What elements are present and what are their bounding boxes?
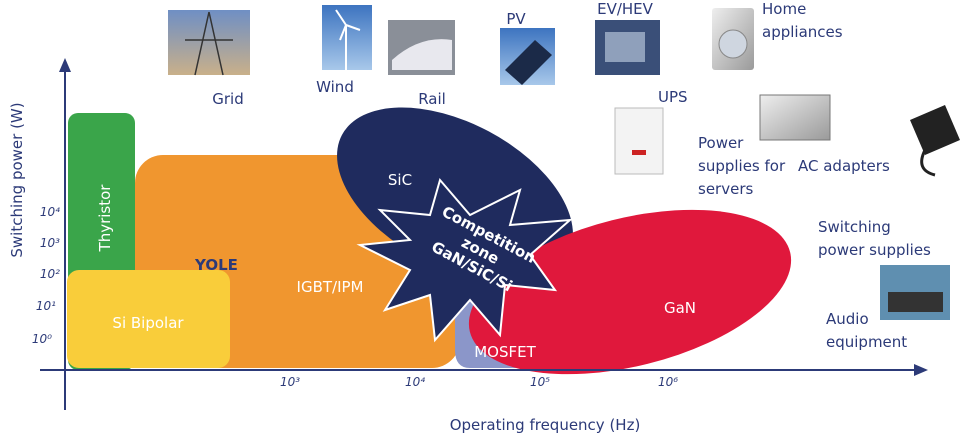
y-tick-label: 10² (40, 267, 60, 281)
app-label: EV/HEV (597, 0, 654, 18)
app-label: Rail (418, 90, 446, 108)
y-tick-label: 10⁰ (32, 332, 52, 346)
app-label: servers (698, 180, 753, 198)
si-bipolar-region (67, 270, 230, 368)
region-label: IGBT/IPM (297, 278, 364, 296)
app-label: AC adapters (798, 157, 890, 175)
app-label: Home (762, 0, 806, 18)
train (392, 39, 452, 70)
photos (168, 5, 960, 320)
photo-ac-adapter (910, 105, 960, 155)
ups-logo (632, 150, 646, 155)
photo-ups (614, 107, 664, 175)
x-tick-label: 10⁵ (530, 375, 550, 389)
app-label: appliances (762, 23, 843, 41)
region-label: MOSFET (474, 343, 536, 361)
app-label: equipment (826, 333, 907, 351)
region-label: Thyristor (96, 184, 114, 253)
gan-region (468, 209, 792, 375)
y-tick-label: 10³ (40, 236, 60, 250)
x-tick-label: 10⁴ (405, 375, 425, 389)
region-label: GaN (664, 299, 696, 317)
region-label: Si Bipolar (112, 314, 184, 332)
engine (605, 32, 645, 62)
app-label: power supplies (818, 241, 931, 259)
x-tick-label: 10⁶ (658, 375, 678, 389)
audio-amp (888, 292, 943, 312)
turbine (335, 9, 361, 70)
y-tick-label: 10¹ (36, 299, 56, 313)
y-tick-label: 10⁴ (40, 205, 60, 219)
app-label: Wind (316, 78, 354, 96)
logo: YOLE (194, 256, 238, 274)
app-label: Power (698, 134, 744, 152)
photo-grid (168, 10, 250, 75)
app-label: Grid (212, 90, 243, 108)
y-arrow (59, 58, 71, 72)
pylon (185, 11, 233, 76)
competition-star (356, 177, 573, 343)
app-label: Switching (818, 218, 891, 236)
x-tick-label: 10³ (280, 375, 300, 389)
x-arrow (914, 364, 928, 376)
x-axis-title: Operating frequency (Hz) (450, 416, 641, 434)
region-label: SiC (388, 171, 412, 189)
app-label: supplies for (698, 157, 786, 175)
app-label: Audio (826, 310, 869, 328)
app-label: UPS (658, 88, 688, 106)
panel (505, 40, 552, 85)
photo-server-psu (759, 94, 831, 141)
washer-door (718, 29, 748, 59)
app-label: PV (506, 10, 526, 28)
adapter-cable (920, 149, 936, 177)
y-axis-title: Switching power (W) (8, 102, 26, 257)
